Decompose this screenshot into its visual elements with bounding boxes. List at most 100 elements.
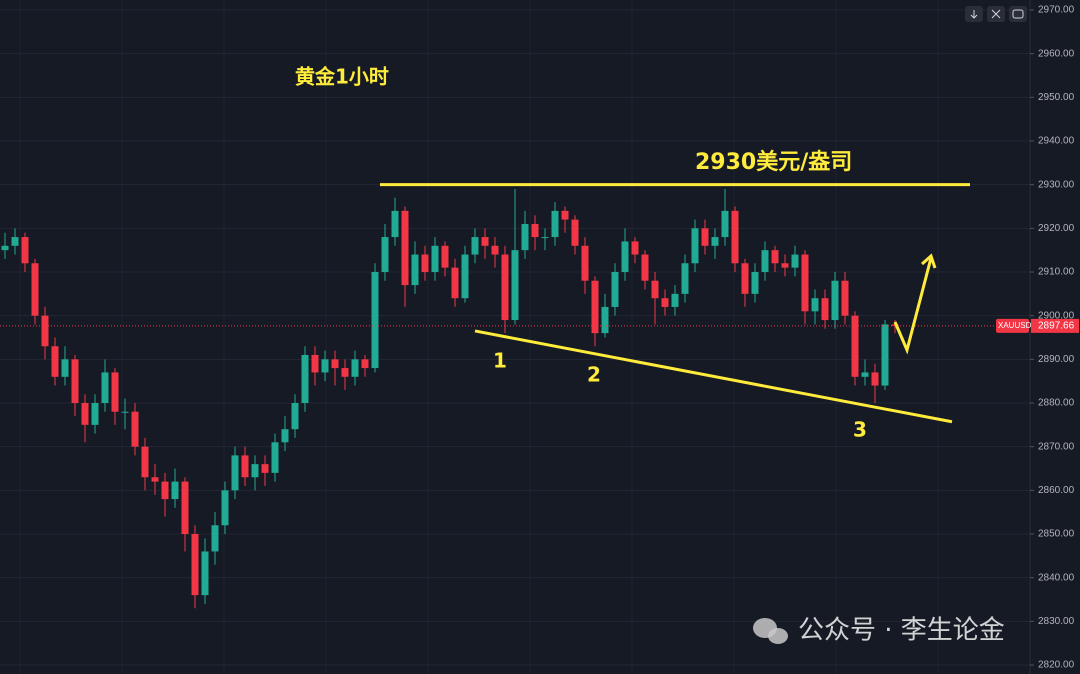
candle-body [751,272,759,294]
toolbar [965,6,1027,22]
point-label: 3 [853,418,867,442]
candle-body [101,372,109,403]
candle-body [441,245,449,268]
candle-body [61,359,69,377]
candle-body [371,272,379,369]
candle-body [881,324,889,386]
candle-body [701,228,709,246]
candle-body [511,250,519,321]
candle-body [771,250,779,264]
y-tick-label: 2870.00 [1038,441,1075,452]
icon [1012,9,1024,19]
candle-body [581,245,589,281]
candle-body [351,359,359,377]
y-tick-label: 2940.00 [1038,136,1075,147]
candle-body [741,263,749,294]
candle-body [261,464,269,473]
candle-body [321,359,329,373]
price-badge [1031,318,1079,333]
candle-body [171,481,179,500]
candle-body [71,359,79,403]
y-tick-label: 2920.00 [1038,223,1075,234]
candle-body [281,429,289,443]
candle-body [411,254,419,286]
candle-body [431,245,439,272]
candle-body [131,411,139,447]
candle-body [121,411,129,413]
candle-body [291,403,299,430]
point-label: 1 [493,349,507,373]
candle-body [401,210,409,286]
candle-body [691,228,699,264]
y-tick-label: 2960.00 [1038,48,1075,59]
candle-body [1,245,9,251]
y-tick-label: 2950.00 [1038,92,1075,103]
candle-body [861,372,869,377]
symbol-label: XAUUSD [998,321,1032,330]
candle-body [421,254,429,272]
y-tick-label: 2970.00 [1038,5,1075,16]
y-tick-label: 2840.00 [1038,572,1075,583]
candle-body [671,293,679,307]
candle-body [21,237,29,264]
candle-body [791,254,799,268]
candle-body [591,280,599,334]
candle-body [251,464,259,478]
candle-body [31,263,39,316]
price-axis: 2820.00 2830.00 2840.00 2850.00 2860.00 2870.… [996,5,1079,671]
last-price-label: 2897.66 [1038,321,1075,332]
candle-body [501,254,509,321]
candles [0,189,1030,609]
y-tick-label: 2860.00 [1038,485,1075,496]
button[interactable] [1009,6,1027,22]
candle-body [661,298,669,307]
candle-body [141,446,149,478]
candle-body [111,372,119,412]
watermark: 公众号 · 李生论金 [753,616,1005,646]
candle-body [331,359,339,369]
candle-body [241,455,249,478]
candle-body [221,490,229,526]
candle-body [601,306,609,334]
candle-body [201,551,209,596]
candle-body [541,237,549,239]
candle-body [211,525,219,552]
y-tick-label: 2890.00 [1038,354,1075,365]
icon [970,10,978,19]
candle-body [651,280,659,299]
chart-title: 黄金1小时 [295,65,389,89]
candle-body [641,254,649,281]
candle-body [81,403,89,425]
candle-body [711,237,719,246]
candle-body [571,219,579,246]
candle-body [801,254,809,312]
candle-body [761,250,769,272]
candle-body [821,298,829,321]
candle-body [831,280,839,321]
candle-body [811,298,819,312]
candle-body [491,245,499,255]
symbol-badge [996,318,1029,333]
candle-body [11,237,19,246]
resistance-label: 2930美元/盎司 [695,149,852,175]
candle-body [41,315,49,347]
y-tick-label: 2880.00 [1038,398,1075,409]
candle-body [161,481,169,500]
candle-body [361,359,369,369]
candle-body [681,263,689,294]
support-line [474,329,953,424]
y-tick-label: 2820.00 [1038,660,1075,671]
candle-body [381,237,389,272]
candle-body [151,477,159,482]
candle-body [271,442,279,473]
candle-body [471,237,479,255]
candle-body [621,241,629,272]
candle-body [451,267,459,299]
projection-arrow [893,253,937,355]
candle-body [481,237,489,246]
candle-body [341,368,349,377]
candle-body [851,315,859,377]
candle-body [611,272,619,307]
